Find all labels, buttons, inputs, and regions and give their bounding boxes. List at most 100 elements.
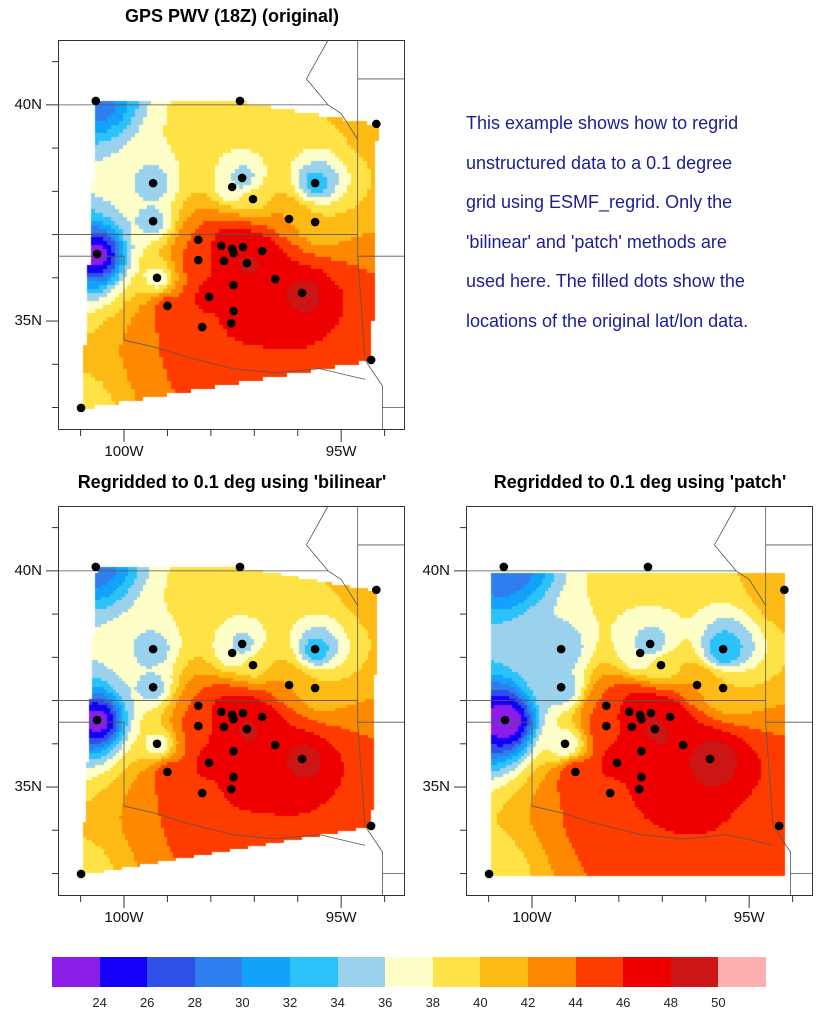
lat-tick-label: 35N	[422, 778, 450, 796]
colorbar-box	[242, 957, 290, 987]
station-dot	[310, 683, 319, 692]
state-boundary	[123, 339, 365, 380]
station-dot	[152, 273, 161, 282]
station-dot	[635, 648, 644, 657]
title-patch: Regridded to 0.1 deg using 'patch'	[493, 472, 787, 492]
colorbar-box	[147, 957, 195, 987]
map-overlay	[45, 505, 405, 908]
station-dot	[366, 821, 375, 830]
pwv-filled-contours	[467, 507, 814, 897]
station-dot	[242, 724, 251, 733]
description-line: locations of the original lat/lon data.	[466, 310, 749, 331]
station-dot	[204, 758, 213, 767]
colorbar	[52, 957, 766, 987]
station-dot	[601, 721, 611, 730]
station-dot	[366, 355, 375, 364]
station-dot	[284, 680, 293, 689]
lon-tick-label: 95W	[325, 443, 357, 460]
map-panel-patch	[453, 505, 814, 908]
station-dot	[219, 722, 228, 731]
station-dot	[636, 746, 646, 755]
station-dot	[484, 869, 493, 878]
station-dot	[570, 767, 580, 776]
station-dot	[692, 680, 701, 689]
colorbar-box	[670, 957, 719, 987]
station-dot	[204, 292, 213, 301]
station-dot	[705, 754, 714, 763]
station-dot	[634, 784, 644, 794]
station-dot	[371, 119, 381, 128]
colorbar-box	[575, 957, 624, 987]
state-boundary	[465, 569, 766, 606]
station-dot	[219, 256, 228, 265]
colorbar-label: 32	[282, 995, 298, 1010]
station-dot	[152, 739, 161, 748]
station-dot	[235, 96, 244, 105]
colorbar-label: 42	[520, 995, 536, 1010]
station-dot	[197, 788, 206, 797]
lon-tick-label: 100W	[512, 909, 552, 926]
description-line: This example shows how to regrid	[466, 113, 739, 133]
map-panel-original	[45, 39, 406, 442]
station-dot	[90, 562, 100, 571]
colorbar-label: 26	[139, 995, 155, 1010]
colorbar-label: 28	[187, 995, 203, 1010]
station-dot	[605, 788, 614, 797]
station-dot	[612, 758, 621, 767]
station-dot	[228, 248, 238, 257]
title-original: GPS PWV (18Z) (original)	[124, 6, 339, 26]
station-dot	[148, 682, 157, 691]
station-dot	[226, 784, 236, 794]
colorbar-box	[480, 957, 528, 987]
station-dot	[162, 767, 172, 776]
station-dot	[228, 772, 238, 781]
station-dot	[197, 322, 206, 331]
station-dot	[779, 585, 789, 594]
state-boundary	[764, 505, 791, 895]
colorbar-box	[289, 957, 338, 987]
station-dot	[237, 173, 246, 182]
description-line: grid using ESMF_regrid. Only the	[466, 192, 733, 212]
lat-tick-label: 40N	[14, 561, 42, 579]
station-dot	[148, 216, 157, 225]
state-boundary	[57, 569, 358, 606]
station-dot	[646, 708, 655, 717]
station-dot	[645, 639, 654, 648]
map-overlay	[45, 39, 405, 442]
lon-tick-label: 100W	[104, 909, 144, 926]
colorbar-box	[718, 957, 766, 987]
colorbar-box	[385, 957, 433, 987]
state-boundary	[305, 505, 328, 571]
station-dot	[193, 721, 203, 730]
station-dot	[227, 648, 236, 657]
state-boundary	[356, 39, 383, 429]
station-dot	[774, 821, 783, 830]
station-dot	[216, 241, 226, 250]
station-dot	[238, 708, 247, 717]
colorbar-label: 24	[92, 995, 107, 1010]
pwv-filled-contours	[59, 507, 406, 897]
station-dot	[162, 301, 172, 310]
station-dot	[310, 178, 319, 187]
station-dot	[237, 639, 246, 648]
station-dot	[270, 740, 279, 749]
station-dot	[76, 869, 85, 878]
station-dot	[678, 740, 687, 749]
colorbar-label: 34	[330, 995, 345, 1010]
station-dot	[76, 403, 85, 412]
colorbar-label: 38	[425, 995, 441, 1010]
station-dot	[310, 644, 319, 653]
station-dot	[636, 714, 646, 723]
colorbar-label: 30	[235, 995, 250, 1010]
title-bilinear: Regridded to 0.1 deg using 'bilinear'	[77, 472, 387, 492]
colorbar-box	[52, 957, 100, 987]
station-dot	[627, 722, 636, 731]
station-dot	[235, 562, 244, 571]
station-dot	[193, 700, 203, 710]
station-dot	[92, 249, 101, 258]
station-dot	[636, 772, 646, 781]
lon-tick-label: 95W	[325, 909, 357, 926]
colorbar-box	[194, 957, 243, 987]
station-dot	[238, 242, 247, 251]
